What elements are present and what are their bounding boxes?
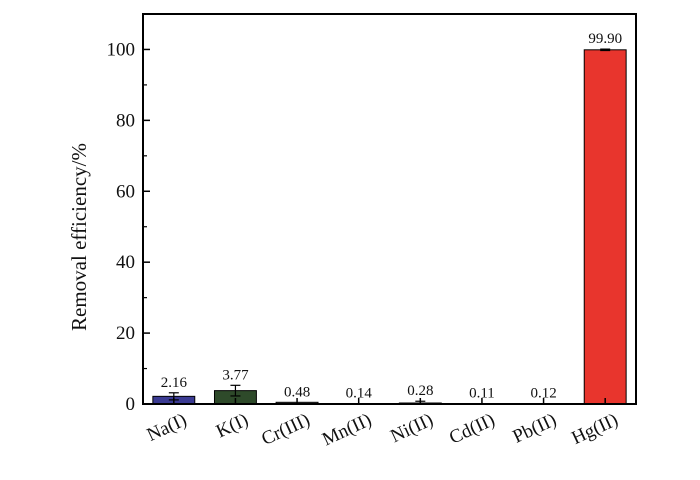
error-bars-group — [168, 48, 611, 404]
x-tick-label: Cd(II) — [446, 409, 498, 448]
y-tick-label: 100 — [107, 39, 136, 60]
bars-group — [152, 49, 627, 405]
data-label: 0.28 — [407, 383, 433, 399]
x-tick-label: K(I) — [213, 409, 252, 442]
plot-frame — [142, 13, 637, 405]
y-tick-label: 20 — [116, 323, 135, 344]
value-labels-group: 2.16 3.77 0.48 0.14 0.28 0.11 0.12 99.90 — [161, 31, 622, 402]
bar-Hg(II) — [583, 49, 627, 405]
x-tick-label: Hg(II) — [568, 409, 621, 449]
x-tick-label: Pb(II) — [510, 409, 560, 447]
y-tick-label: 60 — [116, 181, 135, 202]
data-label: 0.12 — [530, 386, 556, 402]
y-axis-title: Removal efficiency/% — [67, 143, 91, 331]
data-label: 2.16 — [161, 375, 188, 391]
y-tick-label: 0 — [126, 394, 136, 415]
x-tick-label: Mn(II) — [319, 409, 375, 450]
data-label: 3.77 — [222, 367, 249, 383]
data-label: 0.48 — [284, 384, 310, 400]
y-tick-label: 40 — [116, 252, 135, 273]
y-tick-label: 80 — [116, 110, 135, 131]
x-tick-label: Na(I) — [144, 409, 190, 445]
data-label: 0.11 — [469, 386, 495, 402]
x-tick-label: Ni(II) — [387, 409, 436, 447]
data-label: 0.14 — [346, 386, 373, 402]
y-axis: 0 20 40 60 80 100 — [107, 13, 150, 415]
x-tick-label: Cr(III) — [258, 409, 313, 449]
x-axis: Na(I) K(I) Cr(III) Mn(II) Ni(II) Cd(II) Pb(II)… — [144, 398, 621, 450]
data-label: 99.90 — [588, 31, 622, 47]
